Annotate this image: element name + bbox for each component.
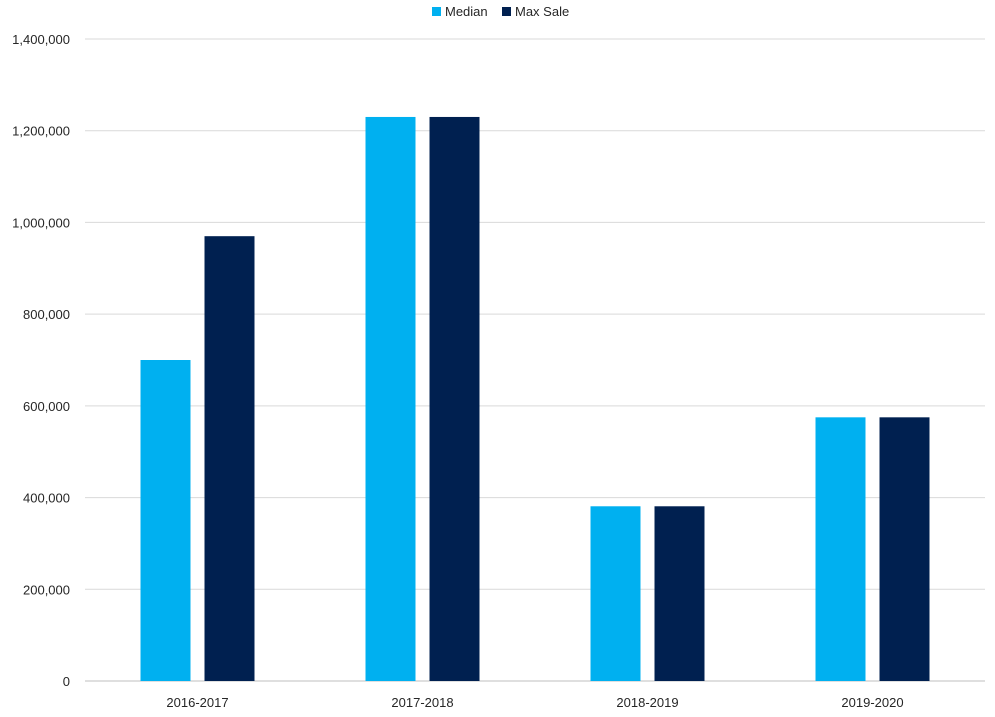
legend-swatch-max-sale [502, 7, 511, 16]
bar-max-sale-2018-2019 [654, 506, 705, 681]
y-tick-label: 200,000 [23, 582, 70, 597]
x-tick-label: 2017-2018 [391, 695, 453, 710]
y-axis-tick-labels: 0 200,000 400,000 600,000 800,000 1,000,000 1,… [12, 32, 70, 689]
legend: Median Max Sale [432, 4, 569, 19]
y-tick-label: 800,000 [23, 307, 70, 322]
legend-swatch-median [432, 7, 441, 16]
bar-max-sale-2019-2020 [879, 417, 930, 681]
y-tick-label: 1,000,000 [12, 215, 70, 230]
x-axis-tick-labels: 2016-2017 2017-2018 2018-2019 2019-2020 [166, 695, 903, 710]
y-tick-label: 0 [63, 674, 70, 689]
legend-label-max-sale: Max Sale [515, 4, 569, 19]
bar-median-2018-2019 [590, 506, 641, 681]
legend-label-median: Median [445, 4, 488, 19]
bar-max-sale-2017-2018 [429, 116, 480, 681]
bar-median-2019-2020 [815, 417, 866, 681]
bar-max-sale-2016-2017 [204, 236, 255, 681]
x-tick-label: 2019-2020 [841, 695, 903, 710]
bar-median-2016-2017 [140, 360, 191, 681]
y-tick-label: 1,200,000 [12, 124, 70, 139]
y-tick-label: 1,400,000 [12, 32, 70, 47]
x-tick-label: 2016-2017 [166, 695, 228, 710]
bars [140, 116, 930, 681]
bar-median-2017-2018 [365, 116, 416, 681]
x-tick-label: 2018-2019 [616, 695, 678, 710]
y-tick-label: 600,000 [23, 399, 70, 414]
y-tick-label: 400,000 [23, 491, 70, 506]
